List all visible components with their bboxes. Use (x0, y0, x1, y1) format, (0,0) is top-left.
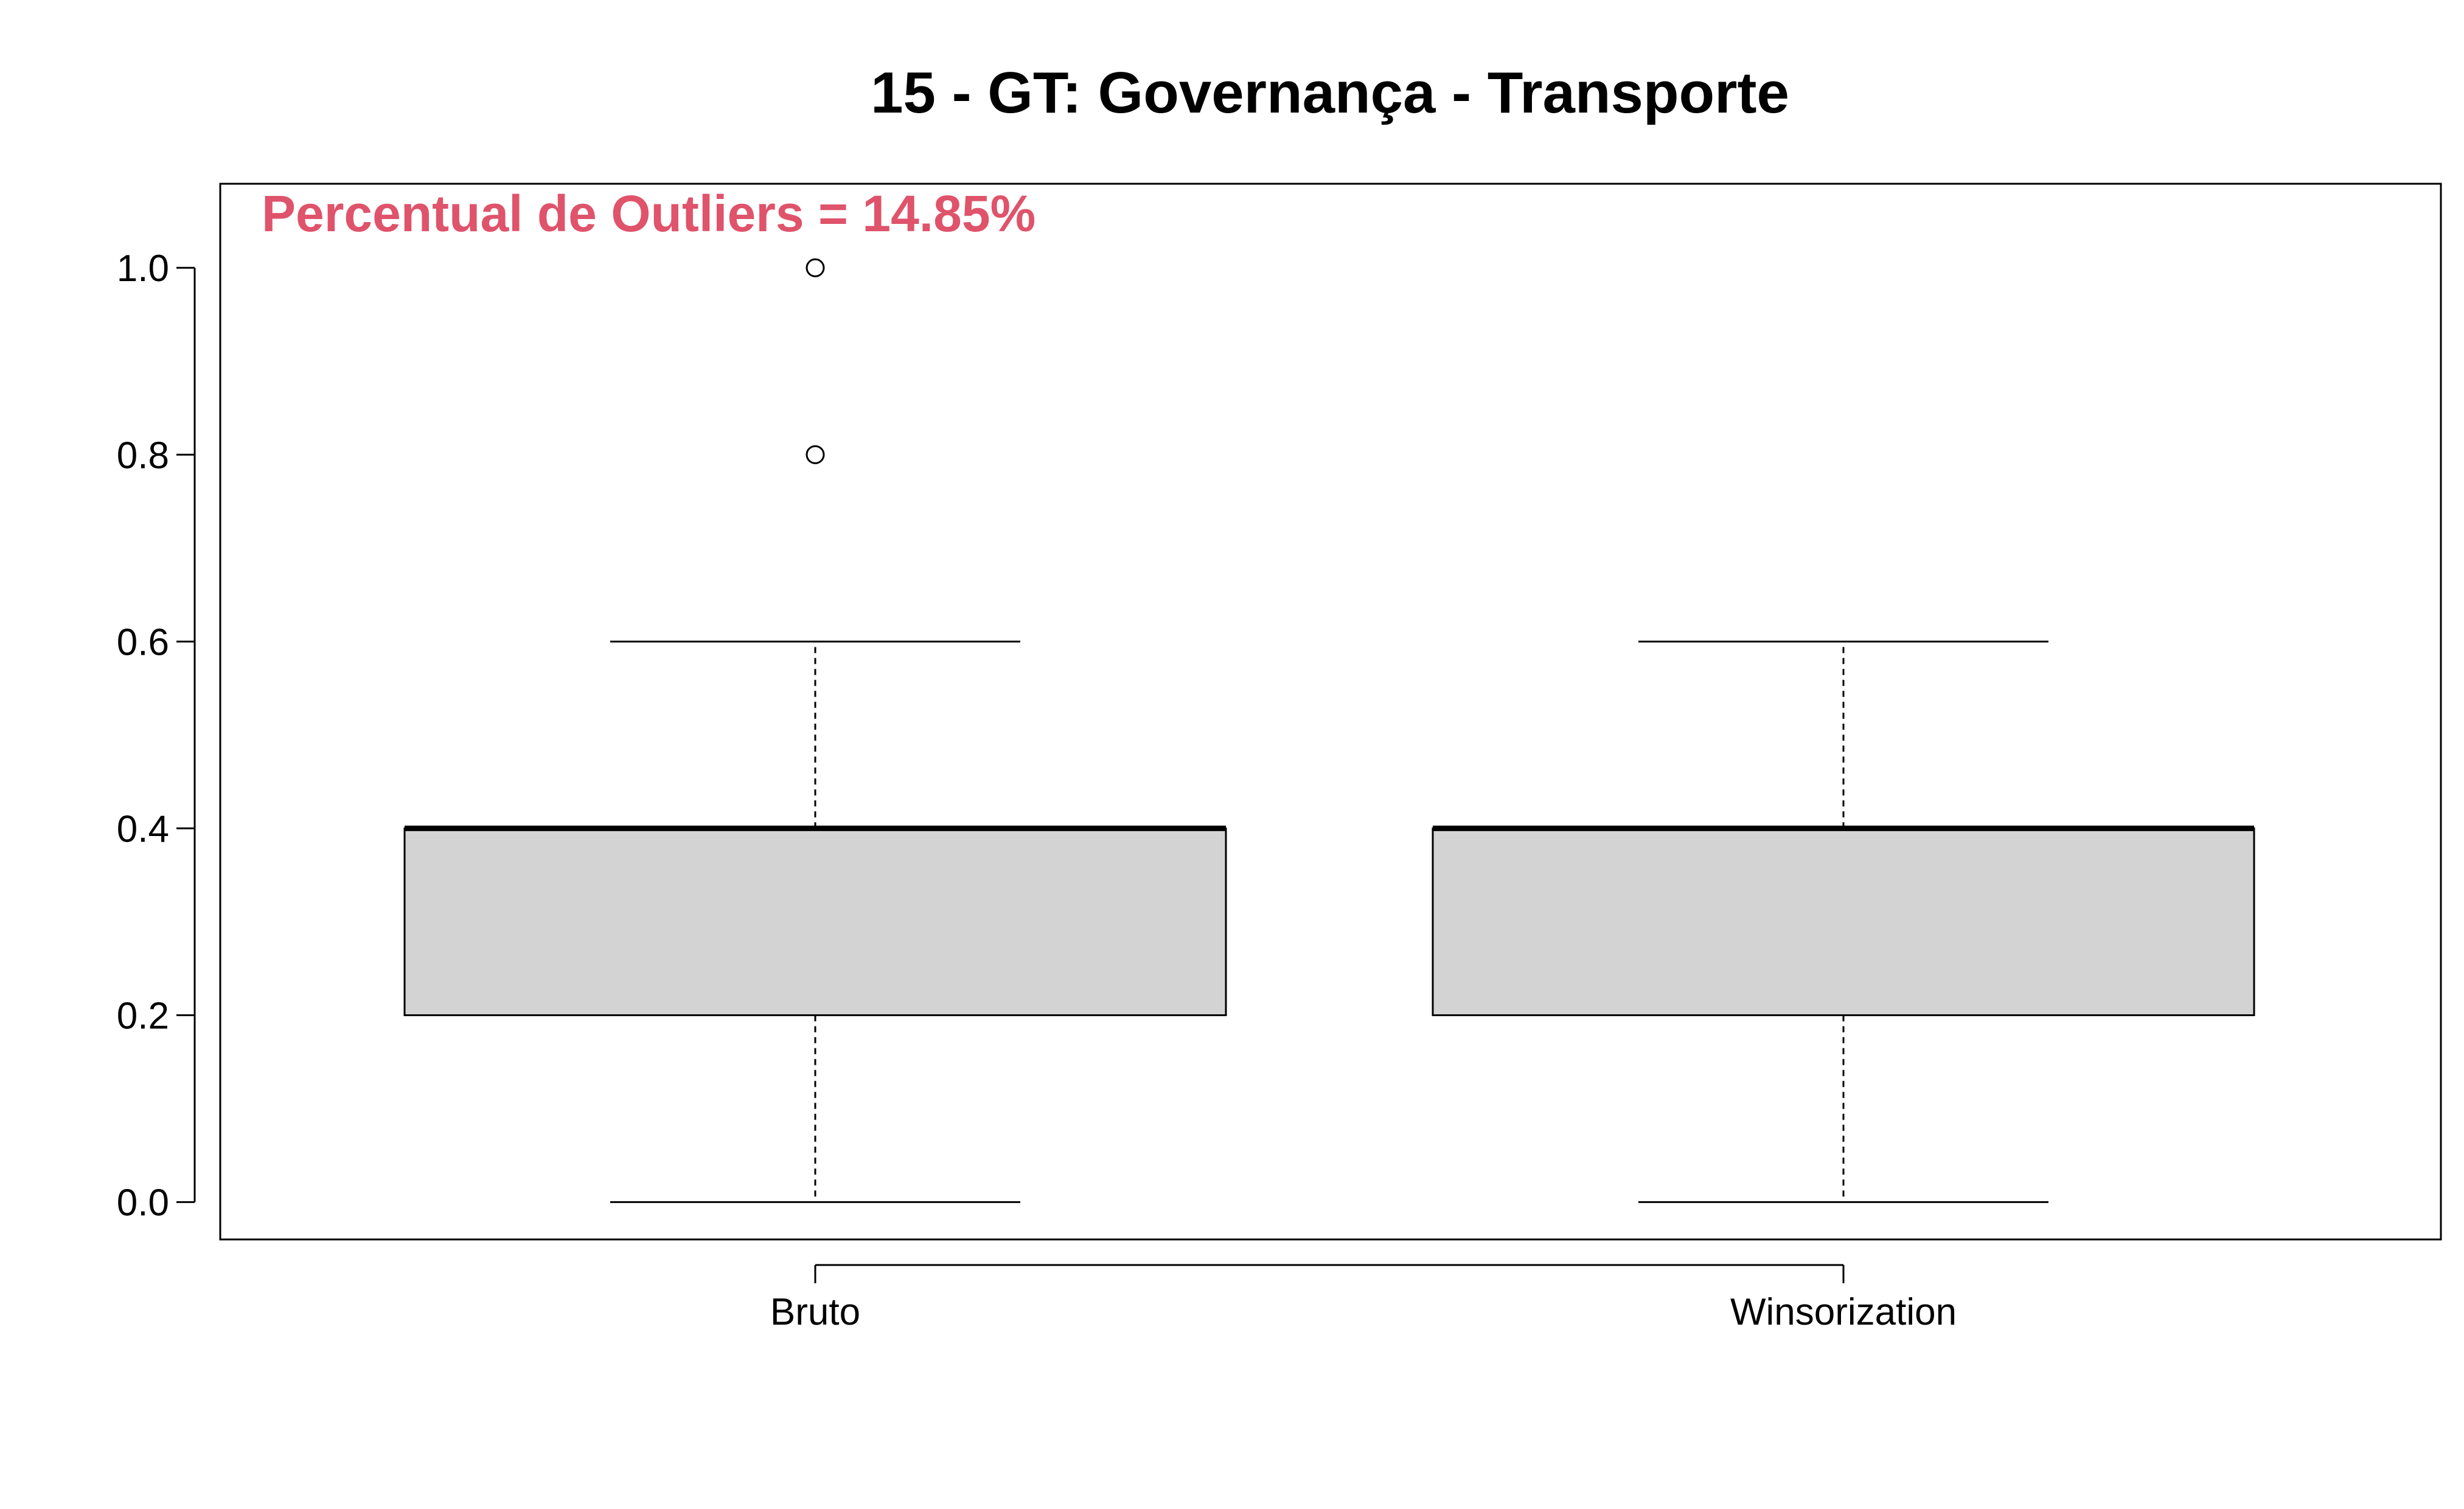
x-tick-label: Bruto (770, 1291, 860, 1333)
box-bruto (403, 258, 1227, 1204)
y-tick-label: 0.2 (117, 995, 169, 1037)
y-axis: 0.0 0.2 0.4 0.6 0.8 1.0 (117, 248, 196, 1224)
box-winsorization (1432, 640, 2255, 1204)
y-tick-label: 0.6 (117, 621, 169, 663)
outlier-point (806, 445, 825, 464)
iqr-box (1432, 827, 2255, 1017)
boxes-layer (403, 258, 2255, 1204)
outlier-percentage-annotation: Percentual de Outliers = 14.85% (262, 185, 1035, 242)
y-tick-label: 0.0 (117, 1182, 169, 1224)
y-tick-label: 0.8 (117, 434, 169, 476)
x-tick-label: Winsorization (1730, 1291, 1957, 1333)
chart-title: 15 - GT: Governança - Transporte (871, 60, 1789, 125)
outlier-point (806, 258, 825, 277)
iqr-box (403, 827, 1227, 1017)
plot-frame (219, 183, 2442, 1241)
y-tick-label: 1.0 (117, 248, 169, 290)
x-axis: Bruto Winsorization (770, 1264, 1957, 1333)
y-tick-label: 0.4 (117, 808, 169, 850)
